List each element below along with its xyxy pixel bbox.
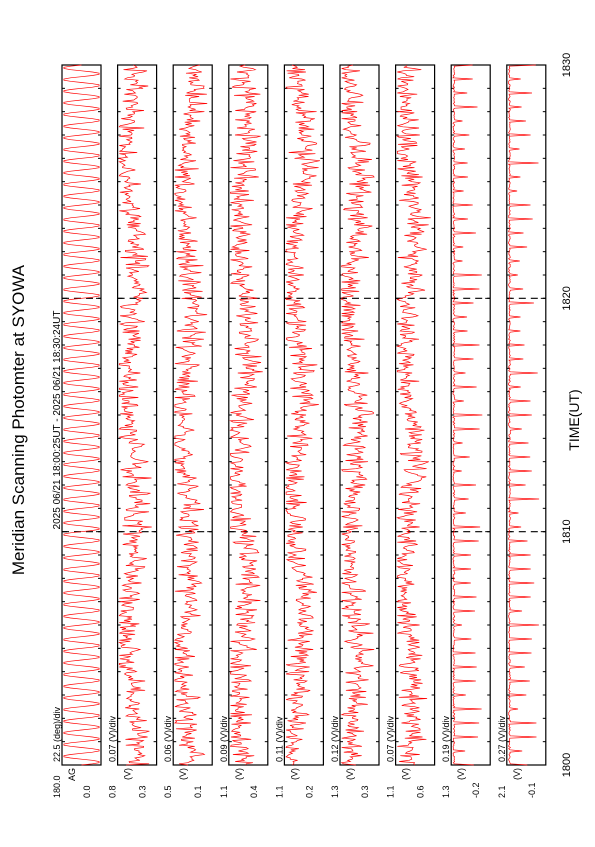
scale-label: 0.12 (V)/div	[330, 715, 340, 762]
panel-frame	[228, 64, 269, 766]
panel-group: 180.0 0.0 AG 22.5 (deg)/div 0.8 0.3 (V) 0.07 (V…	[52, 53, 573, 798]
panel-5: 1.1 0.2 (V) 0.11 (V)/div	[274, 64, 324, 798]
y-tick-label-max: 0.8	[108, 785, 118, 798]
time-range-label: 2025 06/21 18:00:25UT - 2025 06/21 18:30…	[52, 311, 63, 530]
y-axis-label: (V)	[345, 768, 355, 780]
scale-label: 0.09 (V)/div	[219, 715, 229, 762]
y-tick-label-min: 0.0	[82, 785, 92, 798]
scale-label: 0.07 (V)/div	[386, 715, 396, 762]
x-tick-label: 1800	[561, 753, 573, 777]
y-axis-label: (V)	[289, 768, 299, 780]
series-line-9	[507, 64, 540, 766]
scale-label: 0.06 (V)/div	[163, 715, 173, 762]
panel-3: 0.5 0.1 (V) 0.06 (V)/div	[163, 64, 213, 798]
y-axis-label: (V)	[456, 768, 466, 780]
y-tick-label-max: 2.1	[497, 785, 507, 798]
scale-label: 0.27 (V)/div	[497, 715, 507, 762]
scale-label: 0.07 (V)/div	[108, 715, 118, 762]
y-axis-label: AG	[67, 768, 77, 781]
panel-frame	[450, 64, 491, 766]
y-tick-label-min: 0.4	[249, 785, 259, 798]
series-line-4	[229, 64, 263, 766]
y-axis-label: (V)	[178, 768, 188, 780]
y-tick-label-min: -0.2	[471, 782, 481, 798]
panel-7: 1.1 0.6 (V) 0.07 (V)/div	[386, 64, 436, 798]
panel-4: 1.1 0.4 (V) 0.09 (V)/div	[219, 64, 269, 798]
x-axis-label: TIME(UT)	[566, 389, 582, 450]
y-axis-label: (V)	[512, 768, 522, 780]
y-axis-label: (V)	[401, 768, 411, 780]
scale-label: 0.11 (V)/div	[274, 716, 284, 762]
panel-1: 180.0 0.0 AG 22.5 (deg)/div	[52, 64, 102, 798]
panel-frame	[395, 64, 436, 766]
scale-label: 0.19 (V)/div	[441, 715, 451, 762]
y-tick-label-min: 0.1	[193, 785, 203, 798]
panel-8: 1.3 -0.2 (V) 0.19 (V)/div	[441, 64, 491, 798]
y-tick-label-max: 0.5	[163, 785, 173, 798]
series-line-8	[451, 64, 483, 766]
y-tick-label-max: 1.1	[219, 785, 229, 798]
y-tick-label-max: 1.1	[386, 785, 396, 798]
panel-9: 2.1 -0.1 (V) 0.27 (V)/div	[497, 64, 547, 798]
chart-title: Meridian Scanning Photomter at SYOWA	[9, 264, 28, 575]
panel-2: 0.8 0.3 (V) 0.07 (V)/div	[108, 64, 158, 798]
y-tick-label-min: 0.3	[360, 785, 370, 798]
series-line-5	[284, 64, 320, 766]
y-tick-label-max: 1.3	[330, 785, 340, 798]
y-tick-label-max: 1.1	[274, 785, 284, 798]
y-tick-label-min: 0.2	[304, 785, 314, 798]
y-tick-label-min: 0.3	[138, 785, 148, 798]
series-line-1	[63, 64, 100, 766]
y-axis-label: (V)	[123, 768, 133, 780]
x-tick-label: 1830	[561, 53, 573, 77]
panel-6: 1.3 0.3 (V) 0.12 (V)/div	[330, 64, 380, 798]
y-tick-label-min: 0.6	[416, 785, 426, 798]
y-axis-label: (V)	[234, 768, 244, 780]
y-tick-label-min: -0.1	[527, 782, 537, 798]
panel-frame	[339, 64, 380, 766]
x-tick-label: 1810	[561, 519, 573, 543]
series-line-2	[117, 64, 152, 766]
x-tick-label: 1820	[561, 286, 573, 310]
series-line-3	[173, 64, 208, 766]
series-line-7	[396, 64, 431, 766]
series-line-6	[340, 64, 375, 766]
y-tick-label-max: 180.0	[52, 775, 62, 798]
y-tick-label-max: 1.3	[441, 785, 451, 798]
scale-label: 22.5 (deg)/div	[52, 706, 62, 762]
panel-frame	[116, 64, 158, 766]
